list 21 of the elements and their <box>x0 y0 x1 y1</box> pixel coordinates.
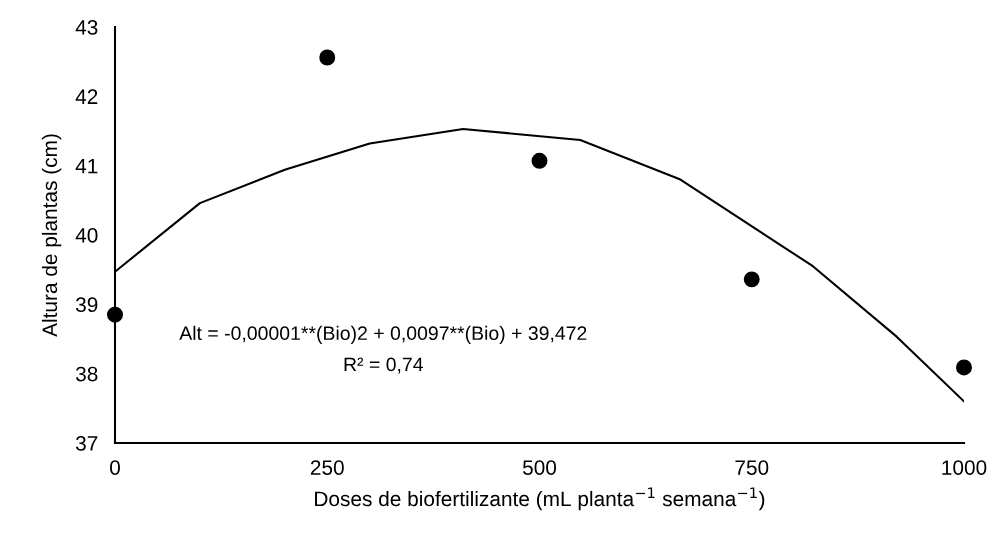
y-tick-label: 43 <box>75 20 98 35</box>
x-tick-label: 250 <box>310 460 344 475</box>
x-tick-label: 1000 <box>942 460 987 475</box>
y-tick-label: 40 <box>75 228 98 243</box>
y-tick-label: 37 <box>75 436 98 451</box>
point <box>956 359 972 376</box>
annotation: Alt = -0,00001**(Bio)2 + 0,0097**(Bio) + 39,472 <box>179 325 587 344</box>
point <box>319 49 336 66</box>
point <box>107 306 123 323</box>
x-axis-title: Doses de biofertilizante (mL planta$^{−1}$ semana$^{−1}$) <box>315 487 765 511</box>
point <box>531 152 548 169</box>
x-tick-label: 500 <box>522 460 557 475</box>
y-tick-label: 38 <box>75 366 98 382</box>
x-tick-label: 0 <box>110 460 120 475</box>
annotation: R² = 0,74 <box>344 357 423 374</box>
y-tick-label: 42 <box>75 89 98 104</box>
x-tick-label: 750 <box>735 460 769 475</box>
y-tick-label: 41 <box>75 158 98 174</box>
y-tick-label: 39 <box>75 297 98 313</box>
point <box>743 271 760 288</box>
y-axis-title: Altura de plantas (cm) <box>41 134 62 337</box>
